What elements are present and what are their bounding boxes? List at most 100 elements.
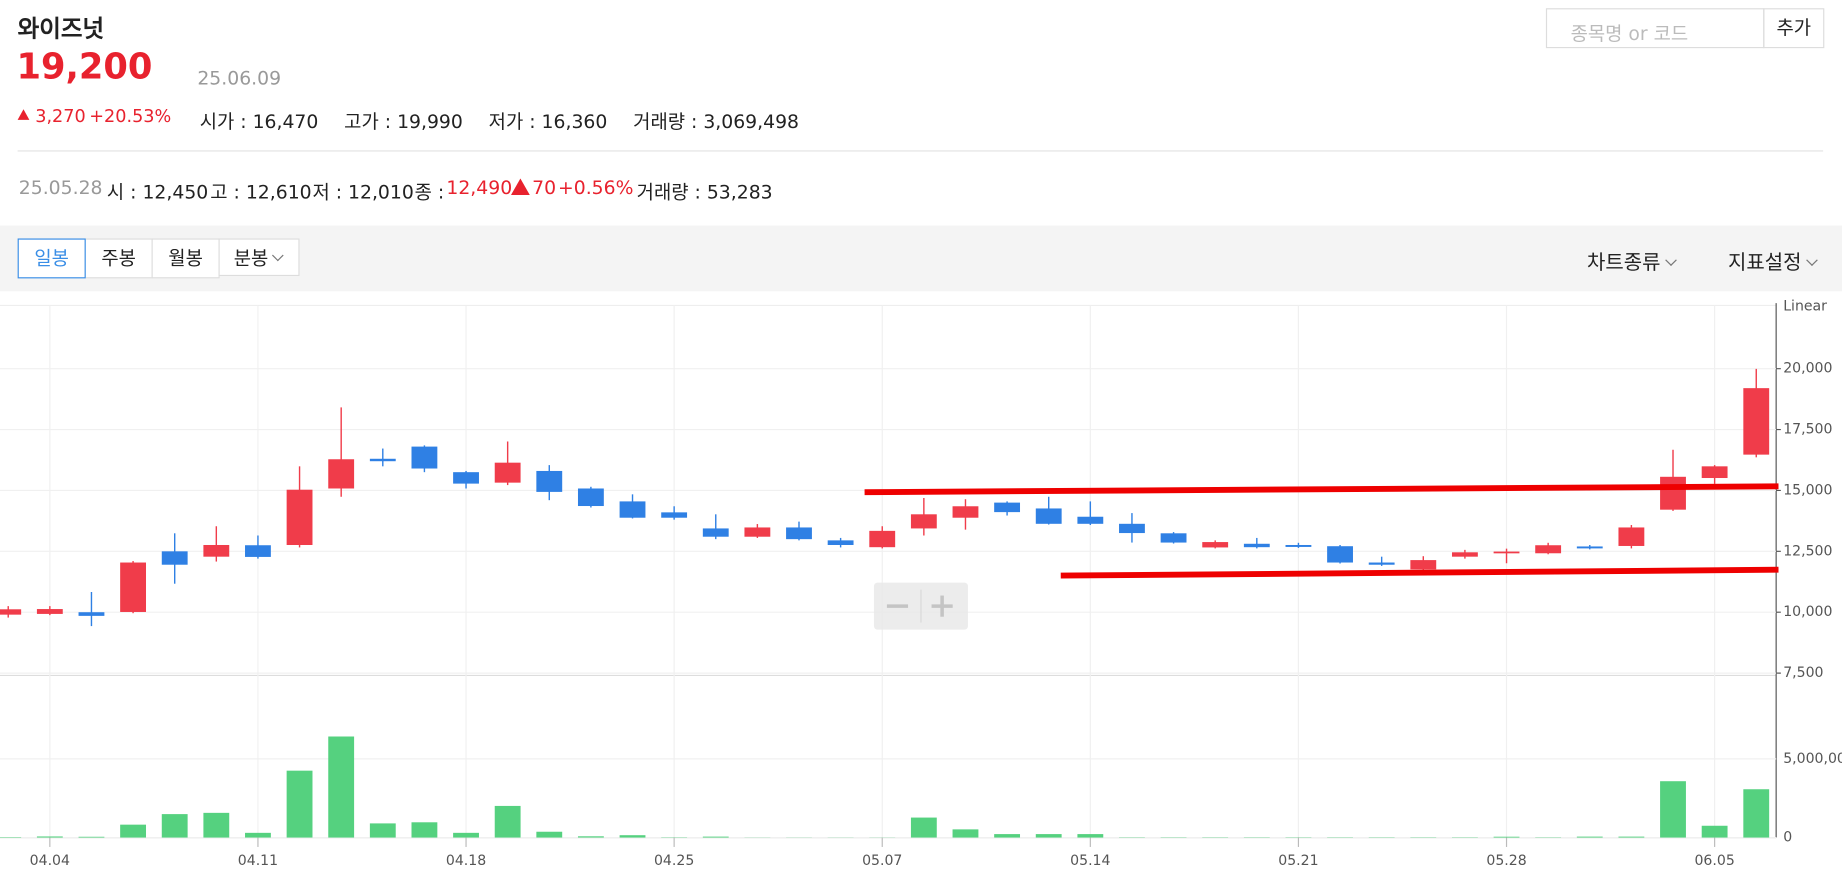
- divider: [17, 150, 1824, 152]
- x-tick-label: 05.14: [1070, 853, 1110, 869]
- chevron: [1664, 254, 1677, 267]
- change: 3,270: [35, 105, 86, 127]
- candle-body: [1202, 542, 1229, 548]
- stat-label: 시가 :: [199, 110, 247, 133]
- candle-body: [286, 489, 313, 545]
- zoom-control[interactable]: [873, 582, 968, 630]
- candle-body: [1743, 388, 1770, 455]
- trend-line: [1060, 566, 1779, 579]
- candle-body: [1160, 533, 1187, 543]
- volume-bar: [120, 824, 147, 838]
- x-tick-label: 06.05: [1694, 853, 1734, 869]
- volume-bar: [619, 835, 646, 838]
- stat: 고가 : 19,990: [344, 106, 463, 134]
- info-low: 저 : 12,010: [312, 180, 414, 204]
- volume-bar: [1077, 834, 1104, 838]
- stat: 거래량 : 3,069,498: [633, 106, 799, 134]
- candle-body: [577, 488, 604, 507]
- x-tick-label: 05.07: [862, 853, 902, 869]
- candle-body: [245, 545, 271, 557]
- volume-bar: [994, 834, 1021, 838]
- volume-bar: [328, 736, 355, 838]
- up-icon: [17, 109, 30, 120]
- info-date: 25.05.28: [18, 176, 103, 199]
- tab-day[interactable]: 일봉: [17, 238, 86, 279]
- y-tick-label: 10,000: [1783, 604, 1832, 620]
- stat-label: 고가 :: [344, 110, 392, 133]
- candle-body: [1576, 546, 1603, 549]
- stat: 저가 : 16,360: [489, 106, 608, 134]
- candle-body: [328, 459, 355, 489]
- volume-bar: [494, 805, 521, 838]
- volume-bar: [411, 822, 438, 838]
- stat-label: 거래량 :: [633, 110, 698, 133]
- candle-body: [78, 612, 105, 616]
- candle-body: [702, 528, 729, 537]
- add-button[interactable]: 추가: [1763, 8, 1825, 49]
- candle-body: [952, 506, 979, 518]
- candle-body: [536, 470, 563, 492]
- x-tick-label: 05.21: [1278, 853, 1318, 869]
- price: 19,200: [16, 46, 153, 89]
- tab-minute[interactable]: 분봉: [218, 238, 300, 277]
- candle-body: [1035, 508, 1062, 524]
- tab-week[interactable]: 주봉: [84, 238, 153, 279]
- up-icon: [510, 178, 530, 196]
- volume-bar: [161, 814, 188, 838]
- candle-body: [1618, 527, 1645, 546]
- toolbar: [0, 225, 1842, 292]
- info-change: 70: [532, 176, 557, 199]
- volume-bar: [577, 836, 604, 838]
- candle-body: [1410, 560, 1437, 570]
- y-tick-label: 0: [1783, 830, 1792, 846]
- volume-bar: [910, 817, 937, 838]
- volume-bar: [286, 770, 313, 838]
- volume-bar: [1618, 836, 1645, 838]
- chart-type-menu[interactable]: 차트종류: [1587, 246, 1677, 275]
- volume-bar: [1701, 825, 1728, 838]
- candle-body: [786, 527, 812, 540]
- candle-body: [453, 472, 479, 484]
- candle-body: [1660, 476, 1686, 510]
- menu-label: 차트종류: [1587, 251, 1661, 275]
- candle-body: [869, 530, 896, 548]
- info-volume: 거래량 : 53,283: [636, 180, 773, 204]
- y-tick-label: 5,000,000: [1783, 751, 1842, 767]
- candle-body: [0, 609, 22, 615]
- candle-body: [910, 514, 937, 529]
- volume-bar: [36, 836, 63, 838]
- chart: Linear 7,500 10,000 12,500 15,000 17,500 20,0…: [0, 299, 1842, 869]
- search-input[interactable]: 종목명 or 코드: [1545, 8, 1765, 49]
- date: 25.06.09: [197, 66, 282, 90]
- candle-body: [369, 458, 396, 462]
- candle-body: [1077, 516, 1104, 524]
- volume-bar: [245, 832, 271, 838]
- volume-bar: [536, 831, 563, 838]
- info-close: 12,490: [446, 176, 513, 199]
- volume-bar: [1660, 781, 1686, 838]
- candle-body: [161, 551, 188, 565]
- candle-body: [661, 512, 688, 518]
- x-tick-label: 04.11: [238, 853, 278, 869]
- candle-body: [1243, 543, 1270, 548]
- indicator-menu[interactable]: 지표설정: [1728, 246, 1818, 275]
- chevron: [1805, 254, 1818, 267]
- candle-body: [411, 446, 438, 469]
- change-pct: +20.53%: [89, 105, 172, 127]
- candle-body: [1285, 544, 1312, 547]
- x-tick-label: 04.25: [654, 853, 694, 869]
- candle-body: [1368, 562, 1395, 565]
- tab-minute-label: 분봉: [233, 246, 269, 270]
- stat-value: 16,470: [252, 110, 319, 133]
- candle-body: [203, 544, 230, 557]
- volume-bar: [952, 829, 979, 838]
- chevron: [272, 249, 285, 262]
- stat-value: 19,990: [397, 110, 463, 133]
- y-tick-label: 17,500: [1783, 422, 1832, 438]
- x-tick-label: 05.28: [1486, 853, 1526, 869]
- candle-body: [994, 502, 1021, 513]
- candle-body: [36, 609, 63, 614]
- info-change-pct: +0.56%: [557, 176, 634, 199]
- tab-month[interactable]: 월봉: [151, 238, 220, 279]
